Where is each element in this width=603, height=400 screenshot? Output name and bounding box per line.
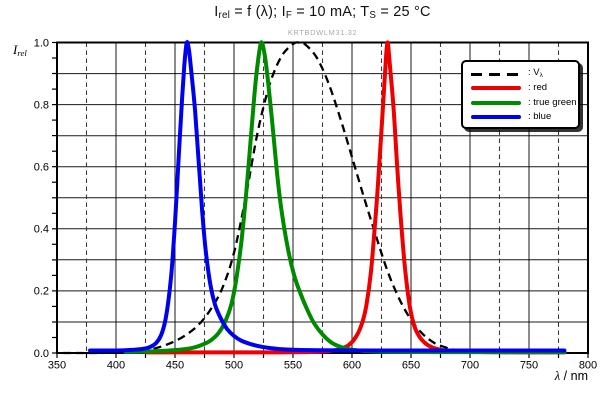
- gridlines-vertical-solid: [115, 42, 530, 353]
- x-tick-label: 650: [402, 360, 420, 372]
- x-tick-label: 700: [461, 360, 479, 372]
- x-tick-label: 350: [48, 360, 66, 372]
- legend-label-blue: : blue: [528, 110, 552, 122]
- x-tick-label: 400: [107, 360, 125, 372]
- x-tick-label: 750: [520, 360, 538, 372]
- x-tick-label: 500: [225, 360, 243, 372]
- legend-sample-v-lambda: [471, 72, 521, 76]
- y-tick-label: 0.8: [34, 99, 49, 111]
- series-curve-v-lambda: [62, 41, 565, 355]
- legend-item-true-green: : true green: [471, 96, 577, 110]
- y-tick-label: 1.0: [34, 37, 49, 49]
- legend-sample-true-green: [471, 100, 521, 105]
- x-tick-label: 450: [166, 360, 184, 372]
- x-axis-label: λ / nm: [554, 369, 588, 383]
- legend-item-red: : red: [471, 81, 574, 95]
- y-axis-label: Irel: [13, 42, 27, 58]
- x-tick-label: 550: [284, 360, 302, 372]
- legend-item-v-lambda: : Vλ: [471, 67, 574, 81]
- legend-label-v-lambda: : Vλ: [528, 66, 543, 79]
- y-tick-label: 0.0: [34, 348, 49, 360]
- y-tick-label: 0.4: [34, 224, 49, 236]
- legend-item-blue: : blue: [471, 110, 574, 124]
- y-tick-label: 0.2: [34, 286, 49, 298]
- chart-title: Irel = f (λ); IF = 10 mA; TS = 25 °C: [214, 4, 431, 22]
- series-curve-blue: [88, 40, 567, 353]
- x-tick-label: 800: [579, 360, 597, 372]
- legend-sample-red: [471, 86, 521, 91]
- x-tick-label: 600: [343, 360, 361, 372]
- y-tick-labels: 1.0 0.8 0.6 0.4 0.2 0.0: [34, 37, 49, 360]
- y-tick-label: 0.6: [34, 162, 49, 174]
- legend-label-true-green: : true green: [528, 96, 577, 108]
- legend-label-red: : red: [528, 82, 548, 94]
- x-tick-labels: 350 400 450 500 550 600 650 700 750 800: [48, 360, 597, 372]
- watermark-text: KRTBDWLM31.32: [287, 28, 358, 37]
- legend-sample-blue: [471, 114, 521, 119]
- legend: : Vλ : red : true green : blue: [461, 60, 580, 129]
